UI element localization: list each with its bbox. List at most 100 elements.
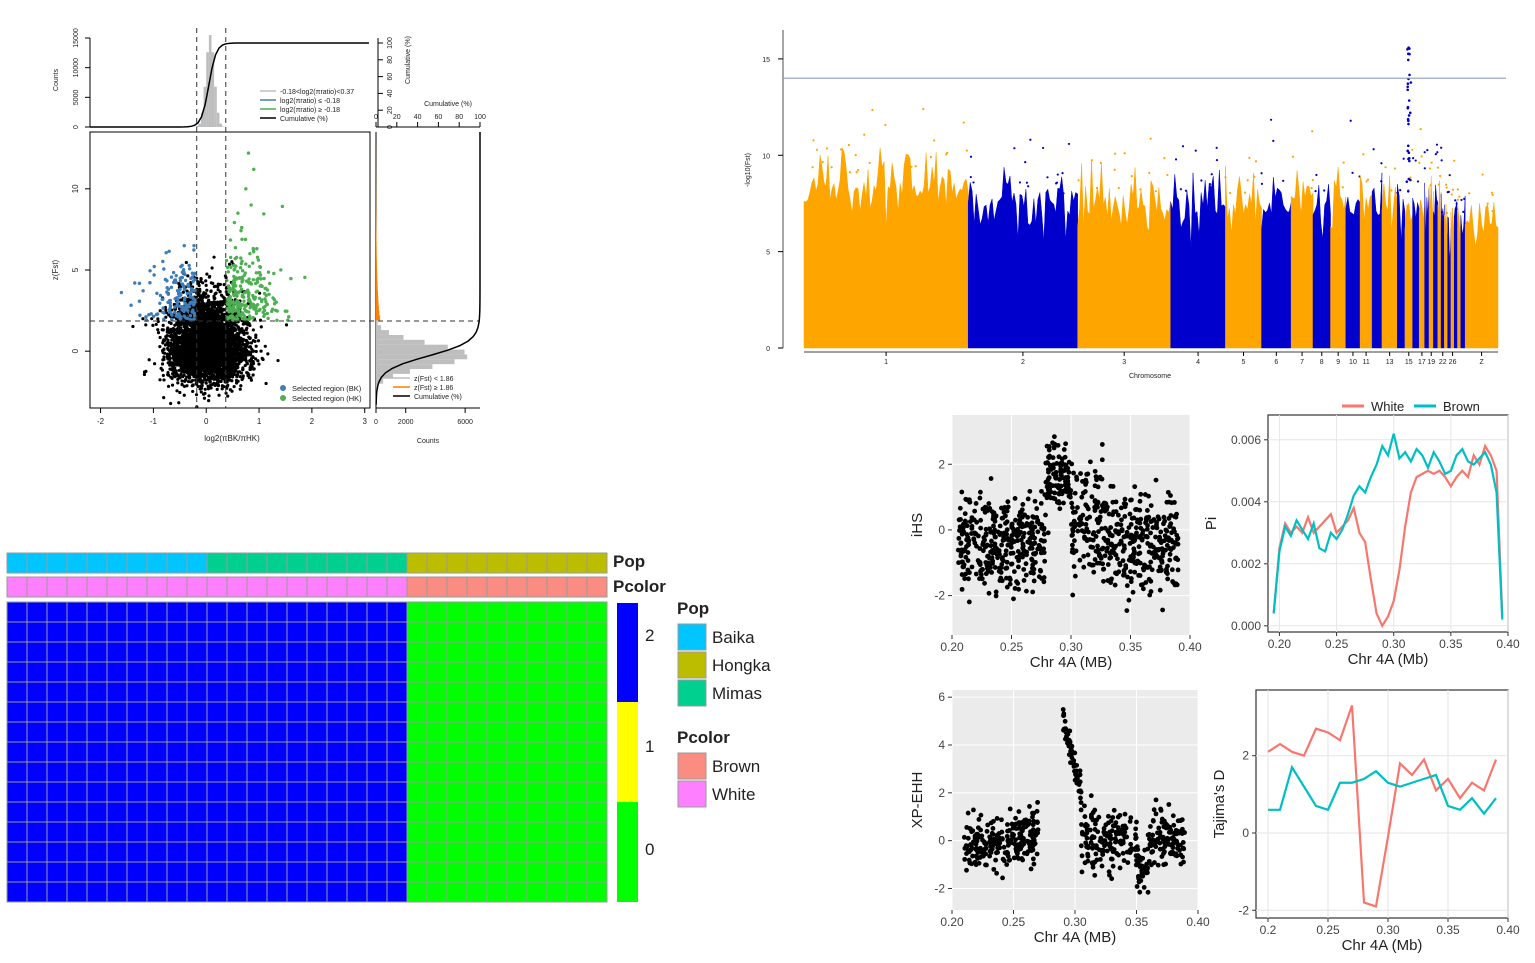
point-hk xyxy=(267,292,271,296)
chrom-block xyxy=(1404,202,1413,349)
point-hk xyxy=(247,264,251,268)
point-hk xyxy=(279,268,283,272)
point xyxy=(284,323,289,327)
point xyxy=(243,346,248,350)
point xyxy=(186,329,190,333)
point-hk xyxy=(262,212,266,216)
manhattan-point xyxy=(1414,159,1417,162)
x-tick-label: 0 xyxy=(374,419,378,426)
point-hk xyxy=(244,309,249,314)
point xyxy=(207,399,211,403)
point xyxy=(257,362,261,366)
x-axis-label: log2(πBK/πHK) xyxy=(204,434,260,443)
point xyxy=(177,331,182,335)
manhattan-point xyxy=(946,151,949,154)
point xyxy=(212,296,216,300)
point-hk xyxy=(269,309,274,314)
point xyxy=(202,375,206,379)
point xyxy=(156,331,161,335)
point xyxy=(185,335,189,339)
point-hk xyxy=(237,276,242,280)
point xyxy=(200,366,205,370)
point xyxy=(241,337,245,341)
manhattan-point xyxy=(1456,198,1459,201)
manhattan-point xyxy=(1416,180,1420,183)
manhattan-point xyxy=(1215,158,1219,162)
point xyxy=(158,344,162,349)
peak-point xyxy=(1406,106,1410,110)
hist-bar xyxy=(376,305,379,311)
point xyxy=(247,351,251,355)
point-bk xyxy=(176,297,180,302)
peak-point xyxy=(1406,88,1410,92)
point xyxy=(190,355,194,360)
point xyxy=(219,310,224,314)
point xyxy=(245,361,249,365)
point xyxy=(215,353,219,357)
point xyxy=(196,348,201,352)
point xyxy=(249,378,254,382)
manhattan-point xyxy=(922,107,925,111)
point xyxy=(178,374,182,378)
point xyxy=(183,353,187,358)
point xyxy=(253,339,257,343)
point-hk xyxy=(280,204,285,209)
point xyxy=(177,344,181,349)
point xyxy=(151,323,155,328)
point xyxy=(178,337,182,342)
point xyxy=(204,381,208,385)
point xyxy=(215,332,219,336)
point xyxy=(212,255,216,259)
point xyxy=(217,363,222,367)
chrom-block xyxy=(803,146,969,349)
x-tick-label: 0 xyxy=(204,417,209,426)
point xyxy=(217,303,221,308)
point xyxy=(202,339,206,343)
y-tick-label: 10000 xyxy=(73,58,80,78)
manhattan-point xyxy=(1418,161,1421,164)
manhattan-point xyxy=(1468,192,1471,195)
point-bk xyxy=(183,278,188,283)
hist-bar xyxy=(211,52,215,128)
point xyxy=(180,344,184,348)
point-hk xyxy=(232,220,237,225)
point xyxy=(162,378,166,382)
point-hk xyxy=(262,314,266,318)
point-bk xyxy=(169,275,174,279)
manhattan-point xyxy=(1435,143,1439,146)
point-hk xyxy=(242,307,247,311)
manhattan-point xyxy=(1365,180,1368,183)
point xyxy=(181,375,185,379)
point-hk xyxy=(234,308,238,312)
point-bk xyxy=(133,281,137,285)
point xyxy=(209,289,213,293)
y-axis-label: z(Fst) xyxy=(51,259,60,280)
point xyxy=(160,368,165,372)
point xyxy=(215,387,219,391)
manhattan-point xyxy=(812,139,815,142)
point xyxy=(227,262,232,266)
hist-bar xyxy=(376,252,377,258)
manhattan-point xyxy=(1060,190,1063,193)
point-hk xyxy=(234,289,238,294)
point xyxy=(147,358,151,362)
point-hk xyxy=(254,303,259,308)
point xyxy=(198,309,202,313)
point-hk xyxy=(256,258,261,262)
y-tick-label: 0 xyxy=(73,125,80,129)
point-hk xyxy=(224,258,229,263)
point xyxy=(248,336,252,341)
point xyxy=(234,381,239,385)
point xyxy=(240,330,244,335)
manhattan-point xyxy=(855,170,858,174)
peak-point xyxy=(1407,122,1410,126)
chrom-block xyxy=(1371,172,1383,349)
point xyxy=(222,296,227,300)
point-hk xyxy=(275,309,279,313)
legend-label: log2(πratio) ≥ -0.18 xyxy=(280,107,340,114)
point xyxy=(186,360,190,364)
point xyxy=(185,312,189,316)
manhattan-point xyxy=(815,148,819,151)
chrom-block xyxy=(1418,199,1425,349)
point xyxy=(211,343,216,347)
